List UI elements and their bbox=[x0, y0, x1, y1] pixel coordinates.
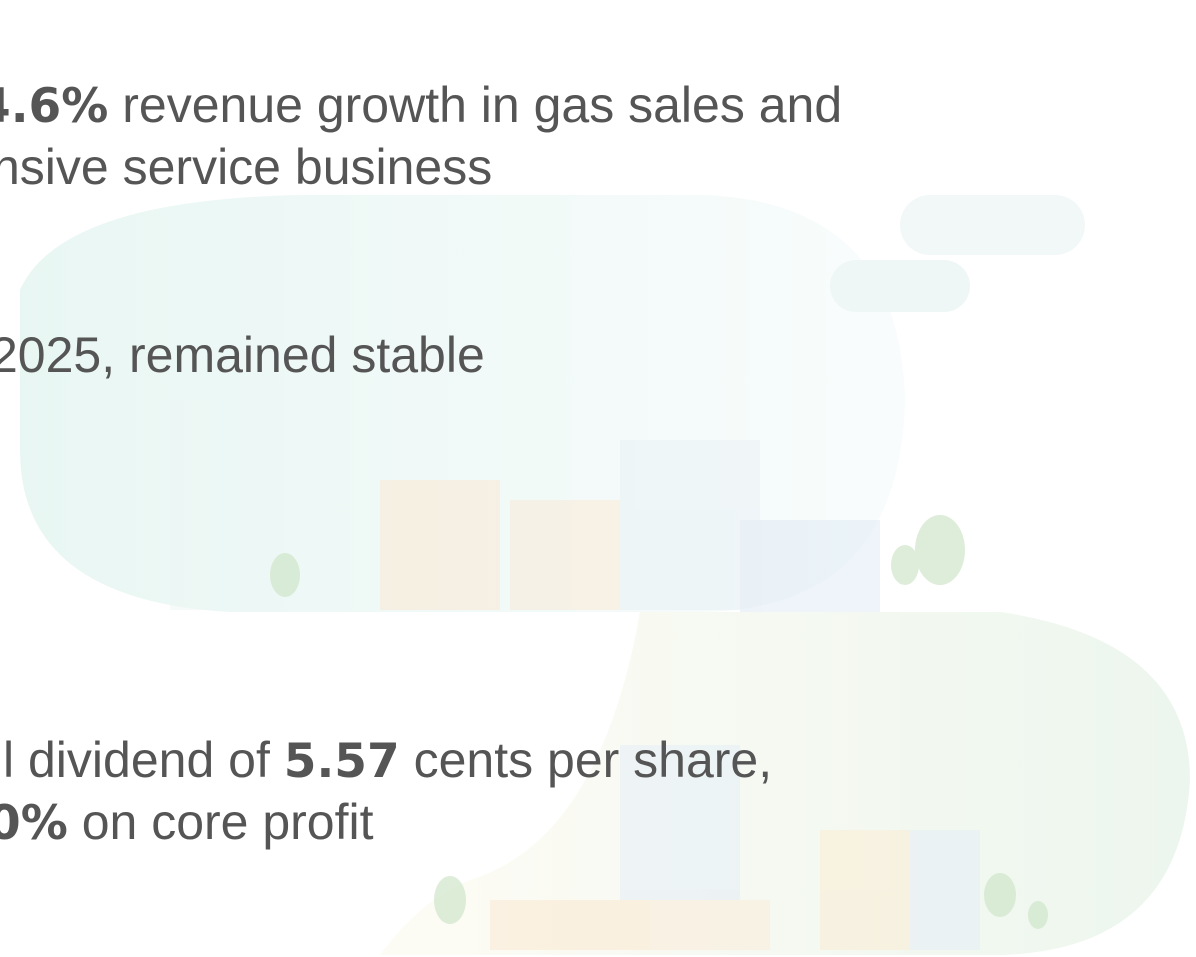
factories bbox=[170, 400, 980, 950]
text-line: 4.6% revenue growth in gas sales and bbox=[0, 74, 842, 138]
trees bbox=[270, 515, 1048, 929]
cloud bbox=[900, 195, 1085, 255]
text: on core profit bbox=[67, 794, 374, 850]
text: cents per share, bbox=[399, 732, 773, 788]
text-line: nsive service business bbox=[0, 136, 492, 198]
bold-text: 4.6% bbox=[0, 79, 109, 134]
text-line: l dividend of 5.57 cents per share, bbox=[3, 729, 772, 793]
bold-text: 0% bbox=[0, 796, 68, 851]
blob-bottom bbox=[380, 612, 1190, 955]
text: 2025, remained stable bbox=[0, 327, 485, 383]
text-line: 0% on core profit bbox=[0, 791, 374, 855]
cloud bbox=[830, 260, 970, 312]
text-line: 2025, remained stable bbox=[0, 324, 485, 386]
bold-text: 5.57 bbox=[283, 734, 400, 789]
text: l dividend of bbox=[3, 732, 284, 788]
text: revenue growth in gas sales and bbox=[108, 77, 843, 133]
text: nsive service business bbox=[0, 139, 493, 195]
